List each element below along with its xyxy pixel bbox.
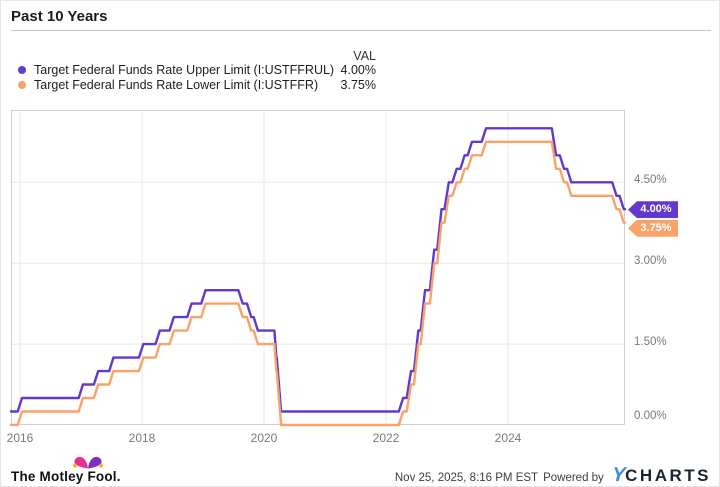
chart-widget: Past 10 Years VAL Target Federal Funds R… (0, 0, 720, 487)
series-line-lower (11, 142, 625, 425)
y-tick-label: 1.50% (634, 334, 667, 350)
x-tick-label: 2022 (364, 431, 408, 445)
ycharts-wordmark: CHARTS (625, 466, 711, 486)
jester-hat-icon (71, 455, 105, 470)
x-tick-label: 2018 (120, 431, 164, 445)
powered-by-label: Powered by (543, 472, 604, 484)
x-tick-label: 2020 (242, 431, 286, 445)
chart-timestamp: Nov 25, 2025, 8:16 PM EST (395, 472, 538, 484)
y-tick-label: 0.00% (634, 408, 667, 424)
ycharts-y-mark: Y (611, 464, 626, 487)
x-tick-label: 2024 (486, 431, 530, 445)
y-tick-label: 4.50% (634, 172, 667, 188)
plot-border (12, 111, 625, 425)
y-tick-label: 3.00% (634, 253, 667, 269)
motley-fool-wordmark: The Motley Fool. (11, 469, 121, 484)
price-tag-upper: 4.00% (628, 201, 678, 218)
plot-area (1, 1, 720, 487)
x-tick-label: 2016 (0, 431, 42, 445)
motley-fool-logo: The Motley Fool. (11, 469, 121, 484)
footer-attribution: Nov 25, 2025, 8:16 PM EST Powered by Y C… (395, 464, 711, 487)
series-line-upper (11, 128, 625, 411)
price-tag-lower: 3.75% (628, 220, 678, 237)
ycharts-logo: Y CHARTS (612, 464, 711, 487)
